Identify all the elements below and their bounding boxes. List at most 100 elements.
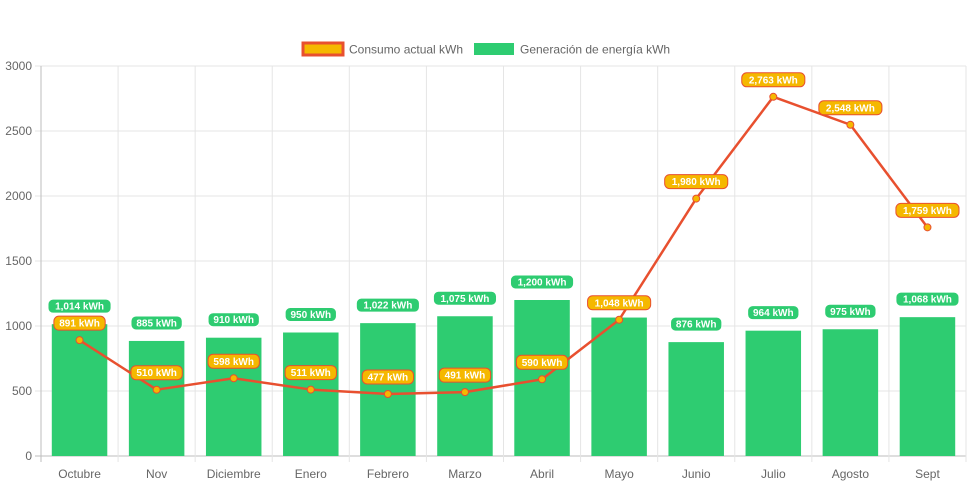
bar-data-label: 964 kWh xyxy=(753,308,794,319)
bar xyxy=(360,323,416,456)
line-data-label-box xyxy=(587,295,652,311)
line-point xyxy=(923,223,932,232)
line-data-label: 2,548 kWh xyxy=(826,103,875,114)
line-data-label-box xyxy=(515,354,569,370)
bar-data-label: 1,075 kWh xyxy=(440,294,489,305)
bar-data-label: 1,068 kWh xyxy=(903,295,952,306)
line-data-label-box xyxy=(664,174,729,190)
line-data-label: 510 kWh xyxy=(136,368,177,379)
line-data-label-box xyxy=(741,72,806,88)
line-data-label-box xyxy=(818,100,883,116)
bar-data-label-box xyxy=(432,290,498,306)
x-tick-label: Enero xyxy=(295,467,327,481)
bar-data-label-box xyxy=(824,303,877,319)
bar-data-label: 975 kWh xyxy=(830,307,871,318)
line-point xyxy=(615,315,624,324)
bar xyxy=(822,329,879,456)
line-data-label-box xyxy=(438,367,492,383)
x-tick-label: Sept xyxy=(915,467,940,481)
legend[interactable]: Consumo actual kWh Generación de energía… xyxy=(301,41,670,57)
line-data-label-box xyxy=(284,365,337,381)
line-data-label-box xyxy=(895,202,960,218)
bar-data-label: 1,200 kWh xyxy=(518,278,567,289)
y-tick-label: 1500 xyxy=(5,254,32,268)
bar-series xyxy=(51,300,956,456)
bar-data-label-box xyxy=(355,297,420,313)
legend-swatch-consumo xyxy=(301,41,345,57)
line-path xyxy=(78,95,929,396)
x-tick-label: Octubre xyxy=(58,467,101,481)
line-data-label: 1,759 kWh xyxy=(903,206,952,217)
y-tick-label: 0 xyxy=(25,449,32,463)
bar-data-label: 1,014 kWh xyxy=(55,302,104,313)
line-data-label: 590 kWh xyxy=(522,358,563,369)
bar-data-label: 1,022 kWh xyxy=(363,301,412,312)
bar-data-label: 950 kWh xyxy=(291,310,332,321)
bar-data-label-box xyxy=(284,307,337,322)
x-tick-label: Abril xyxy=(530,467,554,481)
bar-data-label-box xyxy=(895,291,960,307)
x-tick-label: Julio xyxy=(761,467,786,481)
bar xyxy=(899,317,956,456)
line-data-label: 1,980 kWh xyxy=(672,177,721,188)
line-point xyxy=(383,389,392,398)
legend-swatch-generacion xyxy=(474,43,514,55)
line-data-label-box xyxy=(207,353,260,369)
x-tick-label: Agosto xyxy=(832,467,870,481)
line-data-label-box xyxy=(361,369,415,385)
line-point xyxy=(306,385,315,394)
x-tick-label: Febrero xyxy=(367,467,409,481)
x-axis-ticks: Octubre Nov Diciembre Enero Febrero Marzo Abri… xyxy=(58,467,940,481)
bar-data-label: 885 kWh xyxy=(136,318,177,329)
bar xyxy=(668,342,724,456)
y-tick-label: 1000 xyxy=(5,319,32,333)
bar-data-label: 876 kWh xyxy=(676,320,717,331)
x-tick-label: Junio xyxy=(682,467,711,481)
bar xyxy=(745,330,802,456)
line-data-label: 1,048 kWh xyxy=(595,298,644,309)
legend-label-generacion: Generación de energía kWh xyxy=(520,43,670,57)
x-tick-label: Diciembre xyxy=(207,467,261,481)
line-data-label: 891 kWh xyxy=(59,319,100,330)
line-data-label: 477 kWh xyxy=(368,372,409,383)
bar xyxy=(51,324,108,456)
line-point xyxy=(152,385,161,394)
line-data-label: 2,763 kWh xyxy=(749,75,798,86)
bar-data-label: 910 kWh xyxy=(213,315,254,326)
line-data-labels: 891 kWh 510 kWh 598 kWh 511 kWh 477 kWh 491 k… xyxy=(53,72,960,385)
y-tick-label: 3000 xyxy=(5,59,32,73)
bar-data-labels: 1,014 kWh 885 kWh 910 kWh 950 kWh 1,022 kWh 1… xyxy=(47,274,960,332)
line-point xyxy=(538,375,547,384)
bar-data-label-box xyxy=(670,316,723,332)
line-point xyxy=(75,336,84,345)
legend-label-consumo: Consumo actual kWh xyxy=(349,43,463,57)
legend-item-consumo[interactable]: Consumo actual kWh xyxy=(301,41,463,57)
x-tick-label: Nov xyxy=(146,467,167,481)
bar-data-label-box xyxy=(509,274,575,290)
line-data-label: 598 kWh xyxy=(213,357,254,368)
x-tick-label: Marzo xyxy=(448,467,482,481)
line-point xyxy=(229,374,238,383)
legend-item-generacion[interactable]: Generación de energía kWh xyxy=(474,43,670,57)
bar-data-label-box xyxy=(747,305,800,321)
y-tick-label: 2500 xyxy=(5,124,32,138)
bar-data-label-box xyxy=(130,315,183,331)
line-point xyxy=(692,194,701,203)
bar xyxy=(128,340,185,456)
bar-data-label-box xyxy=(47,298,112,314)
line-point xyxy=(769,92,778,101)
grid xyxy=(35,65,967,462)
y-tick-label: 2000 xyxy=(5,189,32,203)
line-data-label-box xyxy=(130,365,183,381)
y-tick-label: 500 xyxy=(12,384,32,398)
bar-data-label-box xyxy=(207,312,260,328)
x-tick-label: Mayo xyxy=(604,467,634,481)
bar xyxy=(283,332,339,456)
bar xyxy=(437,316,493,456)
bar xyxy=(591,317,647,456)
line-data-label: 491 kWh xyxy=(445,371,486,382)
y-axis-ticks: 0 500 1000 1500 2000 2500 3000 xyxy=(5,59,32,463)
line-data-label-box xyxy=(53,315,106,331)
line-point xyxy=(460,388,469,397)
